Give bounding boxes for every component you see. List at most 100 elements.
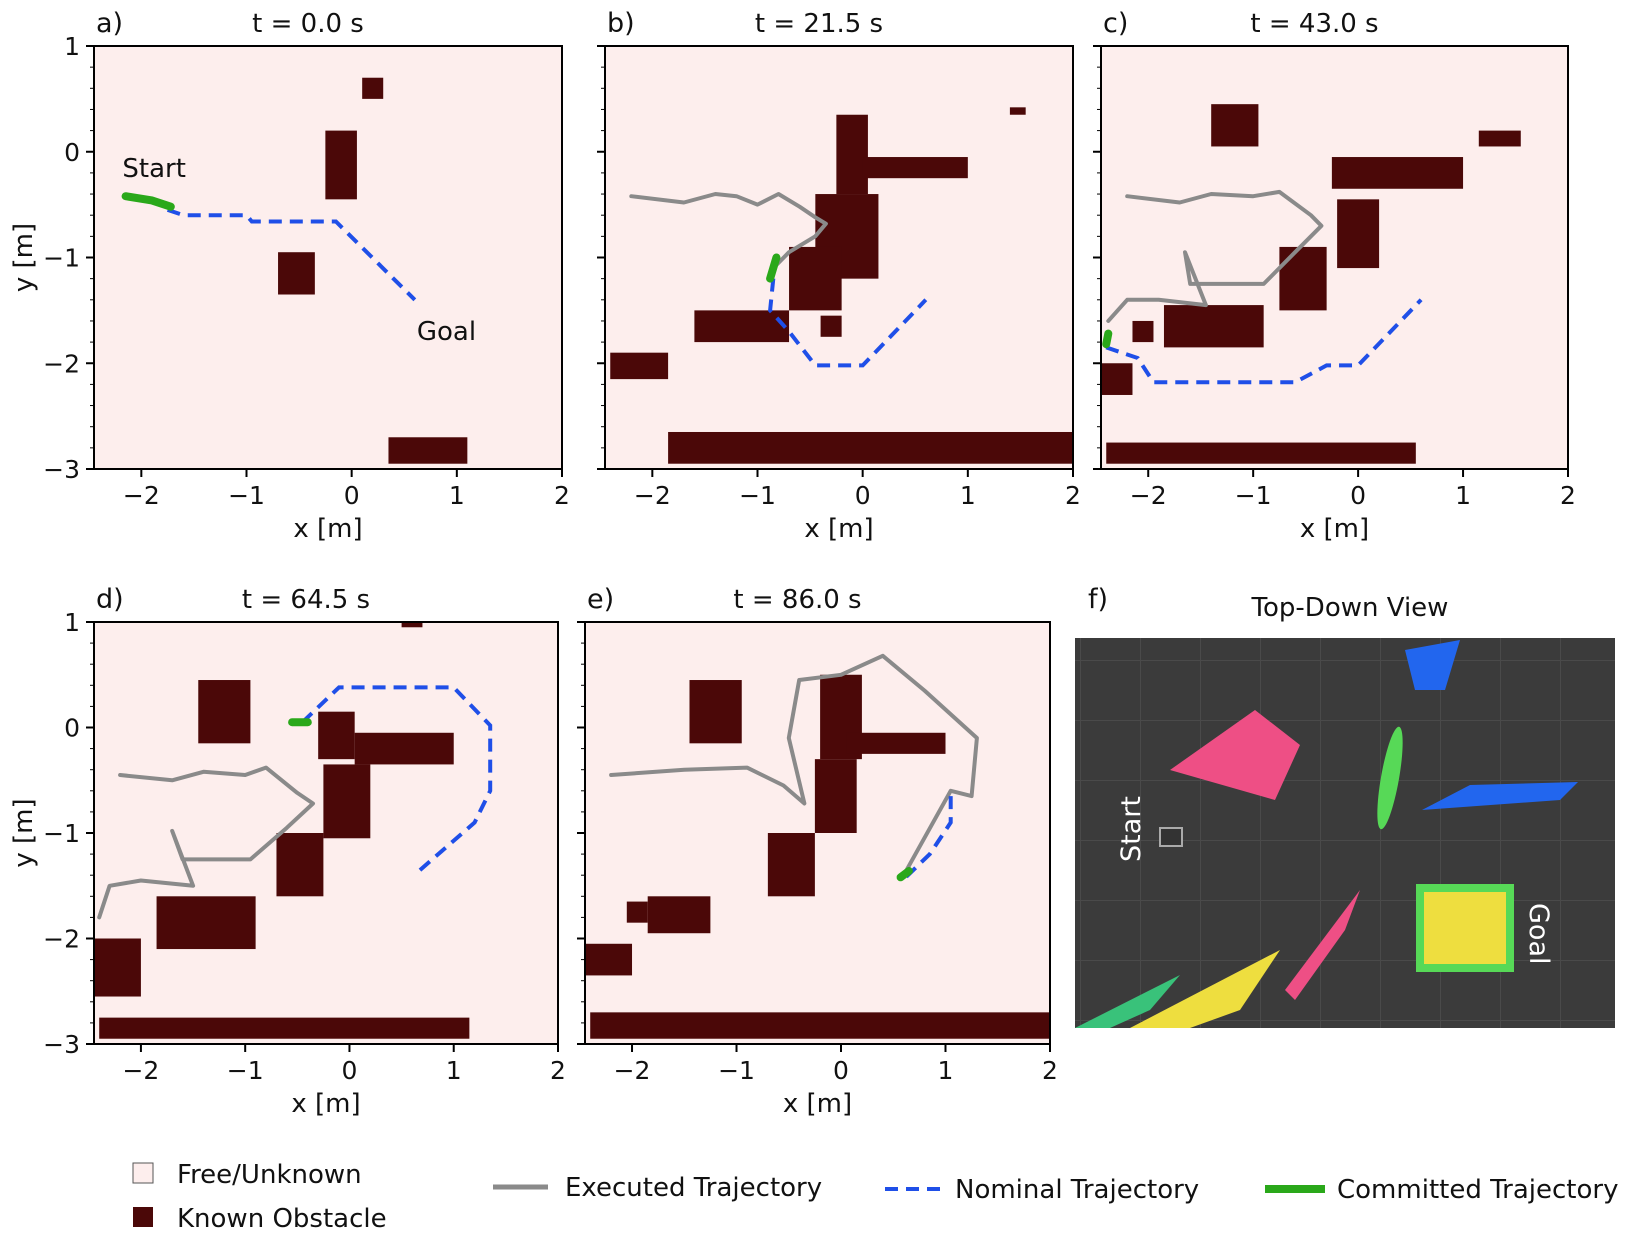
legend-executed-label: Executed Trajectory [565, 1173, 822, 1203]
chart-panel-3: −2 −1 0 1 2 x [m] c) t = 43.0 s [1093, 8, 1576, 544]
nominal-trajectory-line [166, 208, 417, 302]
obstacle-cell-8 [610, 352, 669, 380]
green-obstacle-bottom [1075, 975, 1180, 1028]
obstacle-cell-3 [278, 252, 315, 295]
executed-trajectory-line [629, 192, 828, 271]
obstacle-cell-6 [626, 901, 648, 923]
obstacle-cell-6 [1163, 305, 1264, 348]
committed-trajectory-line [121, 192, 175, 211]
legend: Free/Unknown Known Obstacle Executed Tra… [132, 1160, 1618, 1233]
blue-obstacle-corner [1405, 640, 1460, 690]
panel-title: t = 64.5 s [242, 585, 370, 615]
x-tick-label: −2 [614, 1056, 651, 1085]
x-tick-label: −2 [122, 1056, 159, 1085]
goal-box [1416, 884, 1514, 972]
x-tick-label: 1 [446, 1056, 462, 1085]
panel-title: t = 0.0 s [252, 9, 364, 39]
obstacle-cell-6 [694, 310, 790, 343]
obstacle-cell-3 [1331, 157, 1464, 189]
obstacle-cell-4 [388, 437, 468, 464]
obstacle-cell-5 [767, 833, 815, 897]
obstacle-cell-7 [820, 315, 842, 337]
drone-start [1159, 827, 1183, 847]
x-tick-label: 2 [1042, 1056, 1058, 1085]
x-tick-label: 0 [342, 1056, 358, 1085]
panel-letter: a) [96, 8, 123, 39]
x-tick-label: 1 [1455, 481, 1471, 510]
x-tick-label: 0 [833, 1056, 849, 1085]
obstacle-cell-4 [354, 732, 454, 765]
obstacle-cell-8 [94, 938, 141, 997]
x-tick-label: 1 [449, 481, 465, 510]
x-tick-label: 2 [554, 481, 570, 510]
obstacle-cell-9 [1106, 442, 1416, 464]
obstacle-cell-9 [590, 1012, 1050, 1039]
x-axis-label: x [m] [291, 1089, 360, 1119]
chart-panel-5: −2 −1 0 1 2 x [m] e) t = 86.0 s [577, 584, 1058, 1119]
x-tick-label: 0 [1350, 481, 1366, 510]
x-tick-label: −1 [227, 1056, 264, 1085]
x-tick-label: 2 [1560, 481, 1576, 510]
x-tick-label: −2 [123, 481, 160, 510]
x-axis-label: x [m] [783, 1089, 852, 1119]
obstacle-cell-1 [689, 680, 742, 744]
chart-panel-2: −2 −1 0 1 2 x [m] b) t = 21.5 s [597, 8, 1081, 544]
panel-letter-f: f) [1088, 584, 1108, 615]
panel-letter: c) [1103, 8, 1128, 39]
obstacle-cell-3 [318, 711, 355, 760]
obstacle-cell-7 [1132, 320, 1154, 343]
legend-free-swatch [132, 1162, 154, 1184]
obstacle-cell-2 [198, 680, 251, 744]
y-tick-label: −2 [43, 349, 80, 378]
x-tick-label: 1 [938, 1056, 954, 1085]
y-tick-label: 0 [64, 138, 80, 167]
obstacle-cell-4 [1337, 199, 1380, 269]
chart-panel-4: −2 −1 0 1 2 −3 −2 −1 0 1 x [m] y [m] d) t = 64.5 s [9, 584, 566, 1119]
panel-title: t = 21.5 s [755, 9, 883, 39]
obstacle-cell-2 [325, 130, 357, 200]
x-tick-label: −1 [228, 481, 265, 510]
photo-floor [1075, 638, 1615, 1028]
obstacle-cell-5 [323, 764, 371, 839]
obstacle-cell-5 [789, 246, 842, 311]
x-tick-label: 2 [1065, 481, 1081, 510]
obstacle-cell-8 [1101, 363, 1133, 395]
y-tick-label: −1 [43, 244, 80, 273]
obstacle-cell-3 [862, 157, 968, 179]
executed-trajectory-line [1106, 189, 1324, 323]
x-tick-label: −2 [1130, 481, 1167, 510]
committed-trajectory-line [766, 253, 781, 283]
legend-nominal-label: Nominal Trajectory [955, 1175, 1199, 1205]
legend-free-label: Free/Unknown [177, 1160, 362, 1190]
x-axis-label: x [m] [293, 514, 362, 544]
photo-start-label: Start [1116, 796, 1147, 862]
obstacle-cell-7 [156, 896, 256, 950]
panels-layer: −2 −1 0 1 2 −3 −2 −1 0 1 x [m] y [m] a) t = 0.0 s Star… [9, 8, 1576, 1119]
yellow-obstacle [1130, 950, 1280, 1028]
y-tick-label: 1 [64, 32, 80, 61]
executed-trajectory-line [97, 765, 315, 920]
plot-background [94, 46, 562, 469]
obstacle-cell-2 [1478, 130, 1521, 147]
nominal-trajectory-line [768, 278, 928, 368]
obstacle-cell-7 [647, 896, 711, 934]
panel-letter: b) [607, 8, 635, 39]
obstacle-cell-1 [401, 622, 423, 628]
x-tick-label: 2 [550, 1056, 566, 1085]
obstacle-cell-1 [1211, 104, 1259, 147]
obstacle-cell-4 [814, 759, 857, 833]
obstacle-cell-6 [276, 833, 324, 897]
x-axis-label: x [m] [804, 514, 873, 544]
x-tick-label: 0 [855, 481, 871, 510]
nominal-trajectory-line [301, 685, 493, 877]
y-tick-label: 1 [64, 608, 80, 637]
y-tick-label: −3 [43, 455, 80, 484]
nominal-trajectory-line [904, 796, 953, 879]
x-tick-label: 0 [344, 481, 360, 510]
plot-background [1101, 46, 1568, 469]
pink-obstacle-small [1285, 890, 1360, 1000]
executed-trajectory-line [609, 653, 979, 878]
x-tick-label: −2 [634, 481, 671, 510]
x-tick-label: −1 [1235, 481, 1272, 510]
